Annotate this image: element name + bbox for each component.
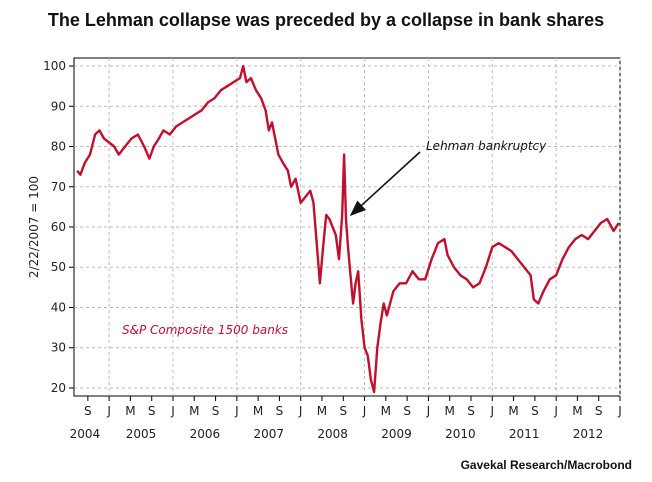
y-tick-label: 20	[51, 381, 66, 395]
y-tick-label: 100	[43, 59, 66, 73]
x-month-label: S	[595, 404, 603, 418]
x-month-label: M	[125, 404, 135, 418]
x-month-label: J	[170, 404, 175, 418]
grid-layer	[74, 58, 621, 396]
x-month-label: M	[445, 404, 455, 418]
x-month-label: S	[339, 404, 347, 418]
x-month-label: S	[467, 404, 475, 418]
annotation-arrow	[349, 151, 421, 217]
x-month-label: M	[317, 404, 327, 418]
annotation-label: Lehman bankruptcy	[426, 139, 547, 153]
x-month-label: J	[490, 404, 495, 418]
x-month-label: S	[276, 404, 284, 418]
x-year-label: 2009	[381, 427, 412, 441]
y-tick-label: 50	[51, 260, 66, 274]
x-month-label: J	[106, 404, 111, 418]
x-year-label: 2011	[509, 427, 540, 441]
x-month-label: S	[84, 404, 92, 418]
y-tick-label: 60	[51, 220, 66, 234]
x-month-label: M	[381, 404, 391, 418]
x-month-label: J	[617, 404, 622, 418]
chart-source: Gavekal Research/Macrobond	[460, 458, 632, 472]
y-axis-label: 2/22/2007 = 100	[27, 176, 41, 278]
x-month-label: J	[298, 404, 303, 418]
x-month-label: M	[572, 404, 582, 418]
x-month-label: J	[234, 404, 239, 418]
x-year-label: 2007	[253, 427, 284, 441]
x-year-label: 2005	[126, 427, 157, 441]
y-ticks: 20 30 40 50 60 70 80 90 100	[43, 59, 74, 395]
chart-title: The Lehman collapse was preceded by a co…	[47, 10, 605, 30]
series-label: S&P Composite 1500 banks	[122, 323, 288, 337]
x-month-label: J	[553, 404, 558, 418]
y-tick-label: 70	[51, 180, 66, 194]
y-tick-label: 80	[51, 140, 66, 154]
x-year-label: 2010	[445, 427, 476, 441]
x-year-label: 2004	[70, 427, 101, 441]
x-month-label: M	[189, 404, 199, 418]
y-tick-label: 40	[51, 300, 66, 314]
series-layer	[76, 64, 620, 394]
y-tick-label: 30	[51, 341, 66, 355]
x-month-label: M	[508, 404, 518, 418]
x-month-label: S	[531, 404, 539, 418]
x-month-label: J	[426, 404, 431, 418]
x-month-label: S	[148, 404, 156, 418]
x-year-label: 2008	[317, 427, 348, 441]
x-month-label: M	[253, 404, 263, 418]
x-month-label: S	[212, 404, 220, 418]
x-month-label: S	[403, 404, 411, 418]
y-tick-label: 90	[51, 99, 66, 113]
x-year-label: 2012	[573, 427, 604, 441]
annotation-layer: Lehman bankruptcy	[349, 139, 547, 217]
x-year-label: 2006	[190, 427, 221, 441]
x-month-label: J	[362, 404, 367, 418]
series-line	[76, 64, 620, 394]
